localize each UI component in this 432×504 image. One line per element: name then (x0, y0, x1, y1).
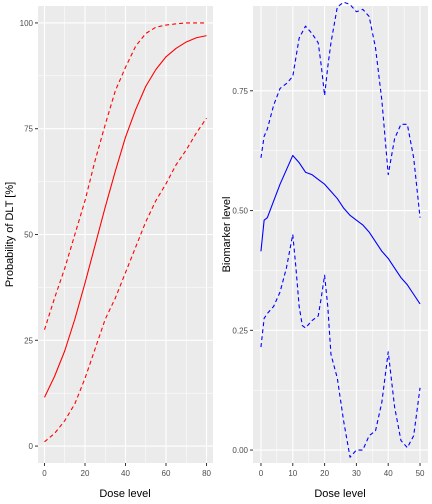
dlt-x-tick-labels: 0 20 40 60 80 (42, 463, 212, 478)
dlt-y-tick-label: 100 (20, 19, 34, 28)
dlt-y-tick-label: 25 (24, 336, 33, 345)
biomarker-x-tick-label: 50 (416, 469, 425, 478)
dlt-gridlines (38, 6, 213, 463)
biomarker-x-tick-label: 30 (352, 469, 361, 478)
dlt-x-tick-label: 60 (162, 469, 171, 478)
dlt-series (43, 22, 207, 443)
dlt-estimate-line (43, 35, 207, 398)
biomarker-y-tick-labels: 0.00 0.25 0.50 0.75 (232, 87, 253, 455)
biomarker-y-tick-label: 0.25 (232, 326, 248, 335)
dlt-y-tick-label: 75 (24, 125, 33, 134)
biomarker-y-tick-label: 0.75 (232, 87, 248, 96)
dlt-lower-line (44, 117, 207, 443)
dlt-x-tick-label: 0 (42, 469, 47, 478)
dlt-x-tick-label: 40 (121, 469, 130, 478)
biomarker-chart: 0 10 20 30 40 50 0.000.250.500.75 Dose level … (221, 1, 428, 500)
biomarker-x-tick-label: 40 (384, 469, 393, 478)
biomarker-y-tick-label: 0.50 (232, 207, 248, 216)
dlt-x-tick-label: 20 (81, 469, 90, 478)
biomarker-lower-line (260, 233, 421, 458)
biomarker-y-axis-title: Biomarker level (221, 197, 233, 273)
biomarker-x-tick-label: 10 (288, 469, 297, 478)
biomarker-estimate-line (260, 154, 421, 305)
biomarker-y-tick-label: 0.00 (232, 446, 248, 455)
biomarker-gridlines (253, 6, 428, 463)
biomarker-series (260, 1, 421, 458)
biomarker-x-axis-title: Dose level (314, 488, 365, 500)
dlt-chart: 0 20 40 60 80 0 25 50 75 100 Dose level Probabil… (4, 6, 213, 500)
dlt-y-tick-label: 50 (24, 231, 33, 240)
biomarker-x-tick-label: 20 (320, 469, 329, 478)
biomarker-x-tick-label: 0 (259, 469, 264, 478)
biomarker-x-tick-labels: 0 10 20 30 40 50 (259, 463, 425, 478)
dlt-y-axis-title: Probability of DLT [%] (4, 182, 16, 287)
dlt-x-tick-label: 80 (202, 469, 211, 478)
dlt-upper-line (43, 22, 207, 330)
biomarker-upper-line (260, 1, 421, 218)
dlt-x-axis-title: Dose level (99, 488, 150, 500)
dlt-y-tick-label: 0 (29, 442, 34, 451)
dlt-y-tick-labels: 0 25 50 75 100 (20, 19, 38, 451)
